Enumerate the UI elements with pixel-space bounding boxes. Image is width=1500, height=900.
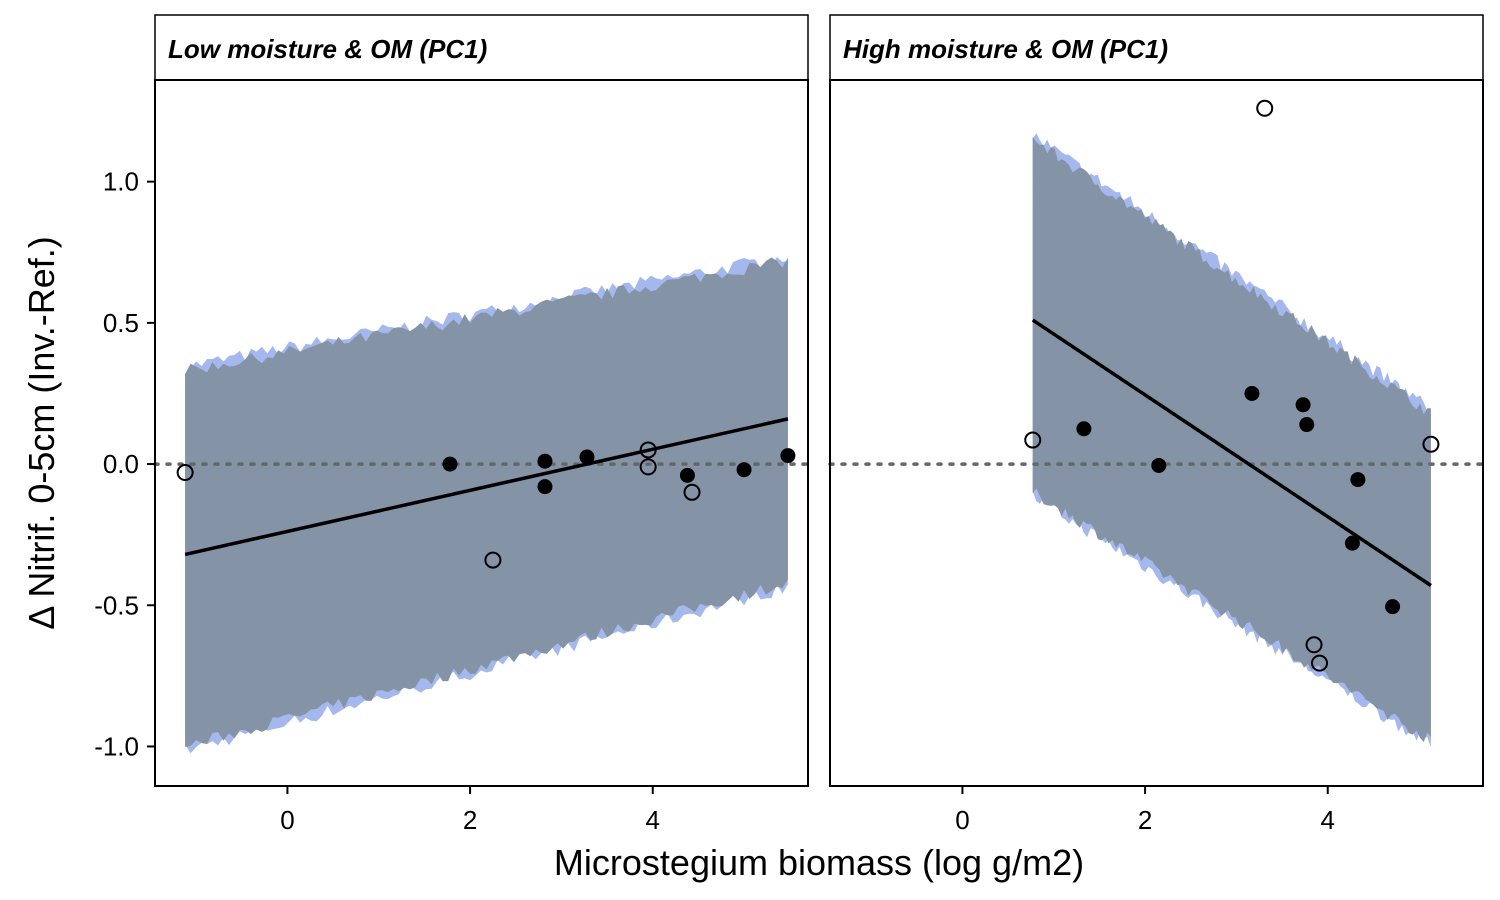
credible-band (185, 257, 788, 747)
credible-band (1032, 136, 1431, 743)
x-tick-label: 4 (1321, 805, 1335, 835)
data-point-filled (736, 462, 752, 478)
data-point-open (683, 483, 701, 501)
data-point-open (1256, 99, 1274, 117)
data-point-open (176, 464, 194, 482)
panel-high-moisture: High moisture & OM (PC1) (828, 14, 1485, 787)
data-point-filled (1344, 535, 1360, 551)
plot-content-high (828, 99, 1485, 748)
data-point-open (1024, 431, 1042, 449)
y-tick-label: 0.5 (103, 308, 139, 338)
plot-content-low (153, 257, 810, 754)
data-point-open (639, 458, 657, 476)
data-point-filled (780, 448, 796, 464)
x-tick-label: 4 (646, 805, 660, 835)
y-tick-label: 0.0 (103, 449, 139, 479)
y-tick-label: -1.0 (94, 731, 139, 761)
fit-line (184, 417, 789, 557)
y-tick-label: 1.0 (103, 167, 139, 197)
data-point-filled (1244, 385, 1260, 401)
x-tick-label: 0 (955, 805, 969, 835)
data-point-filled (1299, 417, 1315, 433)
data-point-filled (1295, 397, 1311, 413)
data-point-filled (579, 449, 595, 465)
data-point-filled (1350, 472, 1366, 488)
data-point-open (1422, 435, 1440, 453)
data-point-open (1311, 654, 1329, 672)
data-point-filled (1385, 599, 1401, 615)
data-point-filled (1076, 421, 1092, 437)
data-point-filled (1151, 457, 1167, 473)
data-point-filled (537, 479, 553, 495)
panel-low-moisture: Low moisture & OM (PC1) (153, 14, 810, 787)
y-axis: -1.0 -0.5 0.0 0.5 1.0 (94, 167, 155, 761)
panel-title-high: High moisture & OM (PC1) (843, 34, 1168, 64)
plot-border-low (154, 79, 809, 787)
x-tick-label: 0 (280, 805, 294, 835)
x-axis: 0 2 4 0 2 4 (280, 786, 1335, 835)
x-axis-title: Microstegium biomass (log g/m2) (554, 842, 1084, 883)
data-point-filled (679, 467, 695, 483)
x-tick-label: 2 (1138, 805, 1152, 835)
data-point-open (1305, 636, 1323, 654)
fit-line (1031, 318, 1432, 587)
data-point-filled (537, 453, 553, 469)
y-tick-label: -0.5 (94, 590, 139, 620)
plot-border-high (829, 79, 1484, 787)
data-point-filled (442, 456, 458, 472)
x-tick-label: 2 (463, 805, 477, 835)
panel-strip-high (829, 14, 1484, 81)
y-axis-title: Δ Nitrif. 0-5cm (Inv.-Ref.) (21, 236, 62, 629)
data-point-open (484, 551, 502, 569)
data-point-open (639, 441, 657, 459)
panel-title-low: Low moisture & OM (PC1) (168, 34, 487, 64)
panel-strip-low (154, 14, 809, 81)
